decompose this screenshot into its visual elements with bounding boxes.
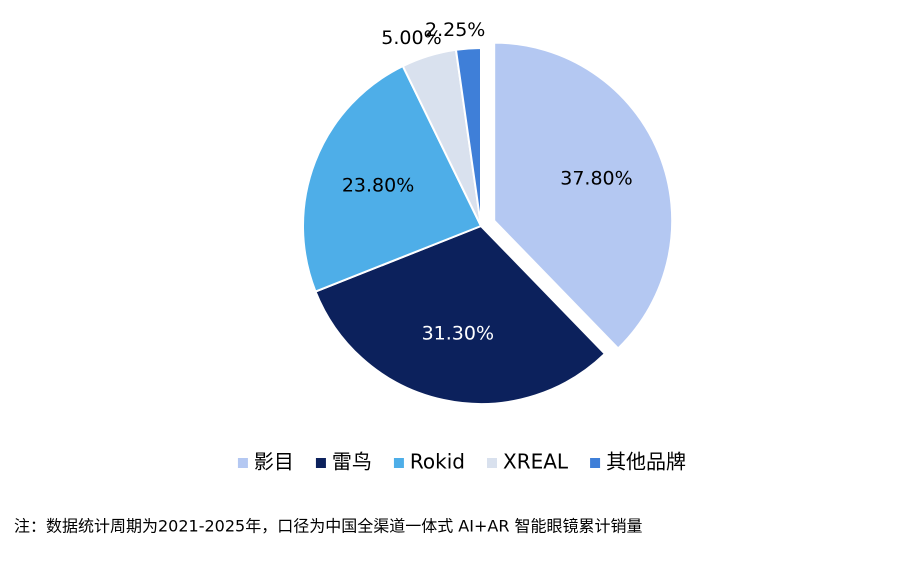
legend-label: 其他品牌 [606,450,686,474]
note: 注：数据统计周期为2021-2025年，口径为中国全渠道一体式 AI+AR 智能… [14,517,643,536]
legend-swatch [487,458,498,468]
value-label: 23.80% [342,175,414,197]
pie-slice [454,46,482,227]
value-label: 2.25% [425,19,485,41]
value-label: 37.80% [560,168,632,190]
pie-slice [493,41,674,350]
value-label: 5.00% [381,27,441,49]
legend-label: 雷鸟 [332,450,372,474]
legend-label: XREAL [503,450,569,474]
legend-swatch [590,458,601,468]
legend-swatch [393,458,404,468]
legend-label: Rokid [410,450,465,474]
pie-slice [302,64,483,293]
legend-swatch [315,458,326,468]
pie-slice [314,224,607,405]
legend-swatch [237,458,248,468]
value-label: 31.30% [422,322,494,344]
legend-label: 影目 [254,450,294,474]
